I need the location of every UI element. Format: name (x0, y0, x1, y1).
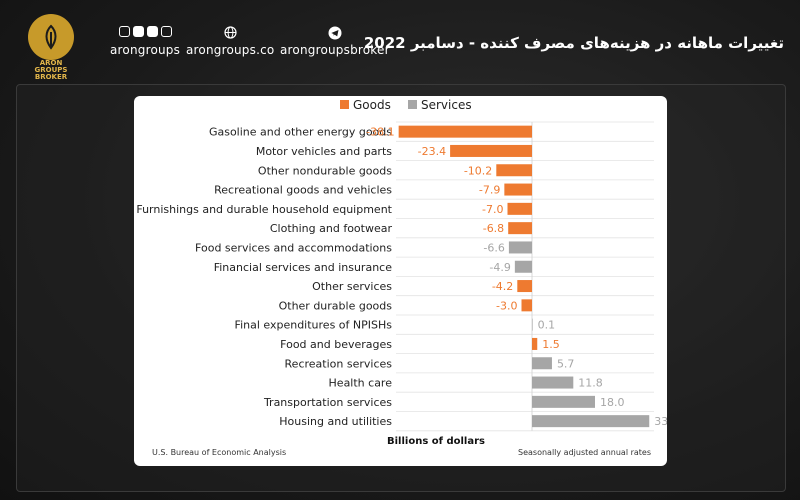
category-label: Food and beverages (280, 338, 392, 351)
social-link[interactable]: arongroups (110, 26, 180, 57)
value-label: -3.0 (496, 299, 517, 312)
category-label: Recreation services (285, 357, 393, 370)
linkedin-icon (146, 26, 158, 37)
logo-line: BROKER (34, 73, 68, 81)
telegram-icon-wrap (280, 26, 390, 40)
globe-icon-wrap (186, 26, 274, 40)
social-link-label: arongroups (110, 43, 181, 57)
bar (532, 337, 538, 350)
bar-chart: Goods Services Gasoline and other energy g… (136, 98, 667, 447)
youtube-icon (132, 26, 144, 37)
category-label: Other durable goods (279, 299, 393, 312)
legend-swatch-goods (340, 100, 349, 109)
globe-icon (224, 26, 237, 39)
chart-card: Goods Services Gasoline and other energy g… (134, 96, 667, 466)
category-label: Housing and utilities (279, 415, 392, 428)
telegram-link-label: arongroupsbroker (280, 43, 390, 57)
value-label: -6.6 (483, 241, 504, 254)
bar (532, 395, 595, 408)
social-icons (110, 26, 180, 40)
value-label: 33.5 (654, 415, 667, 428)
category-label: Other services (312, 280, 392, 293)
value-label: 1.5 (542, 338, 560, 351)
bar (514, 260, 532, 273)
bar (450, 144, 532, 157)
bar (508, 222, 532, 235)
bar (496, 164, 532, 177)
value-label: -4.9 (489, 261, 510, 274)
category-label: Final expenditures of NPISHs (235, 319, 393, 332)
website-link-label: arongroups.co (186, 43, 275, 57)
bar (521, 299, 532, 312)
bar (532, 376, 574, 389)
bar (517, 280, 532, 293)
value-label: -10.2 (464, 164, 492, 177)
category-label: Food services and accommodations (195, 241, 392, 254)
category-label: Health care (329, 377, 393, 390)
bar (532, 318, 533, 331)
category-label: Recreational goods and vehicles (214, 184, 392, 197)
value-label: 18.0 (600, 396, 625, 409)
logo-line: GROUPS (34, 66, 68, 74)
bar (532, 357, 552, 370)
telegram-link[interactable]: arongroupsbroker (280, 26, 390, 57)
source-note: U.S. Bureau of Economic Analysis (152, 448, 287, 457)
x-axis-label: Billions of dollars (387, 436, 485, 447)
value-label: -6.8 (483, 222, 504, 235)
value-label: -7.0 (482, 203, 503, 216)
telegram-icon (328, 26, 342, 40)
logo-line: ARON (39, 59, 63, 67)
value-label: 0.1 (538, 319, 556, 332)
value-label: 11.8 (578, 377, 603, 390)
rate-note: Seasonally adjusted annual rates (518, 448, 651, 457)
bar (532, 415, 650, 428)
value-label: -4.2 (492, 280, 513, 293)
value-label: -7.9 (479, 184, 500, 197)
bar (398, 125, 532, 138)
bar (507, 202, 532, 215)
instagram-icon (118, 26, 130, 37)
legend-swatch-services (408, 100, 417, 109)
value-label: -23.4 (418, 145, 446, 158)
bar (504, 183, 532, 196)
legend-label-goods: Goods (353, 98, 391, 112)
category-label: Furnishings and durable household equipm… (136, 203, 392, 216)
value-label: 5.7 (557, 357, 575, 370)
category-label: Clothing and footwear (270, 222, 393, 235)
website-link[interactable]: arongroups.co (186, 26, 274, 57)
category-label: Other nondurable goods (258, 164, 392, 177)
legend-label-services: Services (421, 98, 472, 112)
logo-text: ARON GROUPS BROKER (20, 60, 82, 81)
x-icon (160, 26, 172, 37)
category-label: Motor vehicles and parts (256, 145, 392, 158)
logo-icon (28, 14, 74, 60)
value-label: -38.1 (366, 126, 394, 139)
bar (508, 241, 532, 254)
category-label: Transportation services (263, 396, 392, 409)
page-title: تغییرات ماهانه در هزینه‌های مصرف کننده -… (363, 34, 784, 52)
category-label: Financial services and insurance (214, 261, 392, 274)
category-label: Gasoline and other energy goods (209, 126, 392, 139)
header: ARON GROUPS BROKER arongroups arongroups… (0, 0, 800, 81)
